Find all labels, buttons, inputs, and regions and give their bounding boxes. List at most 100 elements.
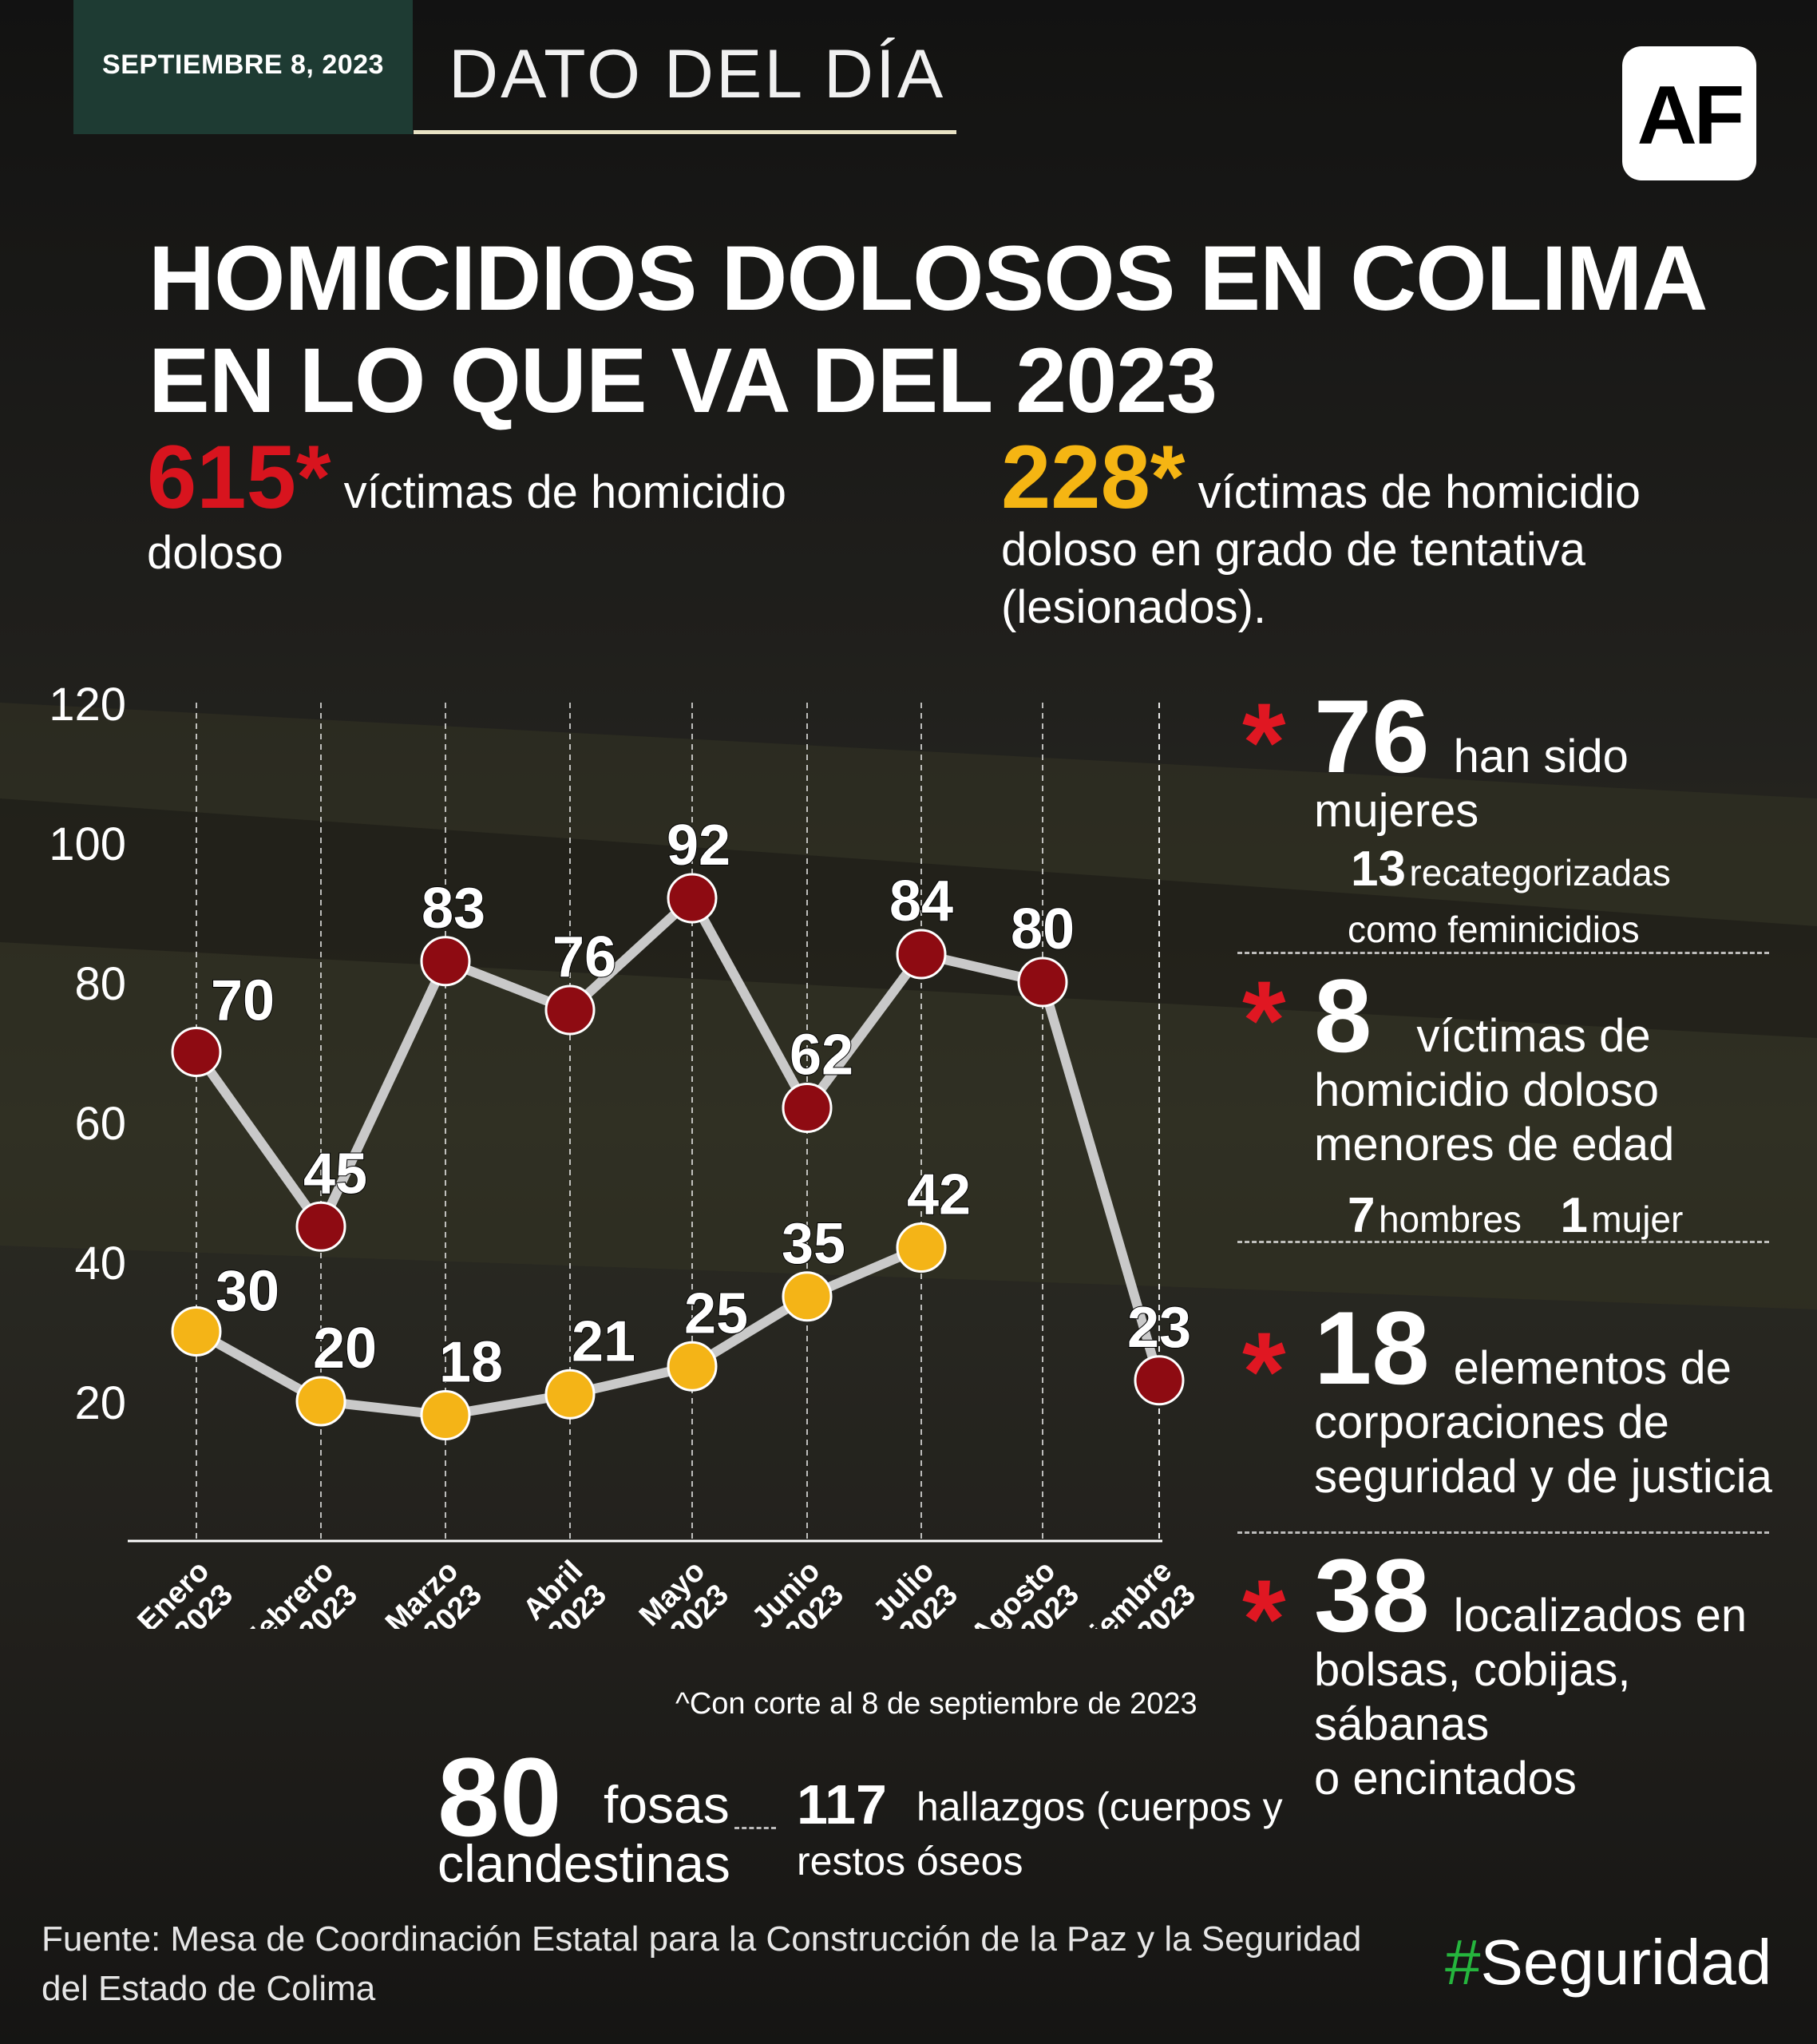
data-label: 25 bbox=[684, 1281, 748, 1345]
attempt-total: 228* víctimas de homicidio doloso en gra… bbox=[1001, 433, 1696, 636]
fact-women-text-1: han sido bbox=[1453, 731, 1629, 782]
minors-male-text: hombres bbox=[1378, 1198, 1522, 1240]
fact-wrapped-number: 38 bbox=[1314, 1537, 1430, 1654]
fact-wrapped-text-3: o encintados bbox=[1314, 1753, 1577, 1804]
data-label: 23 bbox=[1127, 1296, 1191, 1360]
findings-text-2: restos óseos bbox=[797, 1839, 1023, 1884]
fact-security-asterisk: * bbox=[1242, 1316, 1285, 1428]
source-note: Fuente: Mesa de Coordinación Estatal par… bbox=[42, 1919, 1362, 2008]
asterisk-icon: * bbox=[1242, 679, 1286, 805]
y-tick-label: 120 bbox=[49, 679, 126, 731]
hashtag-symbol: # bbox=[1445, 1927, 1481, 1998]
homicide-total: 615* víctimas de homicidio doloso bbox=[147, 433, 897, 584]
asterisk-icon: * bbox=[1242, 957, 1286, 1083]
fact-minors-text-1: víctimas de bbox=[1416, 1010, 1651, 1062]
data-point bbox=[544, 984, 596, 1036]
asterisk-icon: * bbox=[1242, 1556, 1286, 1682]
minors-male-number: 7 bbox=[1348, 1188, 1376, 1243]
data-label: 62 bbox=[790, 1024, 853, 1087]
title-line-1: HOMICIDIOS DOLOSOS EN COLIMA bbox=[148, 228, 1708, 330]
findings-text-1: hallazgos (cuerpos y bbox=[916, 1785, 1283, 1829]
section-label: DATO DEL DÍA bbox=[449, 36, 946, 113]
attempt-total-value: 228* bbox=[1001, 427, 1186, 527]
attempt-total-label-3: (lesionados). bbox=[1001, 581, 1267, 633]
y-tick-label: 40 bbox=[74, 1238, 126, 1289]
data-point bbox=[896, 929, 947, 980]
y-tick-label: 60 bbox=[74, 1098, 126, 1150]
data-label: 84 bbox=[889, 869, 953, 933]
fact-women-text-2: mujeres bbox=[1314, 785, 1479, 837]
fact-women-number: 76 bbox=[1314, 678, 1430, 794]
fact-security-number: 18 bbox=[1314, 1289, 1430, 1406]
homicide-total-label-1: víctimas de homicidio bbox=[331, 466, 786, 518]
data-label: 83 bbox=[422, 877, 485, 941]
y-tick-label: 100 bbox=[49, 818, 126, 870]
fact-security-text-2: corporaciones de bbox=[1314, 1396, 1669, 1448]
data-label: 45 bbox=[303, 1142, 367, 1206]
attempt-total-label-1: víctimas de homicidio bbox=[1197, 466, 1641, 518]
data-point bbox=[1017, 957, 1068, 1008]
data-label: 70 bbox=[211, 969, 275, 1033]
data-point bbox=[1134, 1355, 1185, 1406]
data-label: 92 bbox=[667, 814, 730, 877]
data-point bbox=[667, 873, 718, 924]
af-logo bbox=[1622, 46, 1756, 180]
fact-minors-block: 8 víctimas de homicidio doloso menores de… bbox=[1314, 964, 1793, 1257]
section-underline bbox=[414, 130, 956, 134]
homicide-total-value: 615* bbox=[147, 427, 331, 527]
data-point bbox=[420, 1390, 471, 1440]
graves-number: 80 bbox=[437, 1734, 562, 1860]
data-point bbox=[295, 1201, 346, 1252]
fact-separator bbox=[1237, 1241, 1769, 1243]
y-tick-label: 20 bbox=[74, 1377, 126, 1429]
data-label: 35 bbox=[782, 1212, 845, 1276]
y-tick-label: 80 bbox=[74, 958, 126, 1010]
fact-minors-text-2: homicidio doloso bbox=[1314, 1064, 1660, 1116]
fact-separator bbox=[1237, 952, 1769, 954]
fact-wrapped-text-1: localizados en bbox=[1453, 1590, 1748, 1642]
data-point bbox=[896, 1222, 947, 1273]
attempt-total-label-2: doloso en grado de tentativa bbox=[1001, 524, 1585, 576]
feminicide-text-1: recategorizadas bbox=[1409, 852, 1671, 893]
data-point bbox=[667, 1341, 718, 1392]
findings-number: 117 bbox=[797, 1773, 887, 1836]
fact-wrapped-text-2: bolsas, cobijas, sábanas bbox=[1314, 1644, 1631, 1750]
fact-women-block: 76 han sido mujeres 13 recategorizadas co… bbox=[1314, 684, 1793, 952]
series-line-0 bbox=[192, 893, 1164, 1385]
data-label: 80 bbox=[1011, 897, 1075, 961]
fact-women: * bbox=[1242, 687, 1285, 798]
data-point bbox=[171, 1306, 222, 1357]
asterisk-icon: * bbox=[1242, 1309, 1286, 1434]
publish-date: SEPTIEMBRE 8, 2023 bbox=[102, 50, 384, 80]
hashtag: #Seguridad bbox=[1445, 1926, 1771, 1999]
date-box bbox=[73, 0, 413, 134]
data-label: 76 bbox=[552, 925, 616, 989]
feminicide-text-2: como feminicidios bbox=[1348, 909, 1640, 950]
data-point bbox=[171, 1027, 222, 1077]
graves-text-2: clandestinas bbox=[437, 1834, 730, 1893]
hashtag-word: Seguridad bbox=[1480, 1927, 1772, 1998]
fact-minors-text-3: menores de edad bbox=[1314, 1119, 1675, 1171]
title-line-2: EN LO QUE VA DEL 2023 bbox=[148, 330, 1217, 432]
fact-security-text-1: elementos de bbox=[1453, 1342, 1732, 1394]
fact-security-text-3: seguridad y de justicia bbox=[1314, 1451, 1772, 1503]
data-label: 18 bbox=[439, 1331, 503, 1395]
fact-minors-asterisk: * bbox=[1242, 965, 1285, 1076]
bottom-separator bbox=[734, 1827, 776, 1829]
monthly-homicides-chart: 20 40 60 80 100 120 70 45 83 76 92 62 84 80 23 30 20 18 21… bbox=[49, 679, 1202, 1629]
data-point bbox=[420, 936, 471, 987]
fact-security-block: 18 elementos de corporaciones de segurida… bbox=[1314, 1296, 1809, 1504]
data-label: 21 bbox=[572, 1309, 635, 1373]
fact-wrapped-asterisk: * bbox=[1242, 1563, 1285, 1675]
data-point bbox=[295, 1376, 346, 1427]
data-label: 30 bbox=[216, 1260, 279, 1324]
data-label: 20 bbox=[313, 1317, 377, 1380]
af-logo-text: AF bbox=[1637, 69, 1745, 162]
feminicide-number: 13 bbox=[1351, 842, 1406, 897]
data-label: 42 bbox=[907, 1163, 971, 1227]
